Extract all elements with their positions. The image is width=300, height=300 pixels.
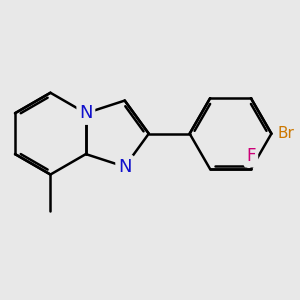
Text: F: F [246,147,256,165]
Text: N: N [118,158,131,176]
Text: Br: Br [278,126,294,141]
Text: N: N [79,104,93,122]
